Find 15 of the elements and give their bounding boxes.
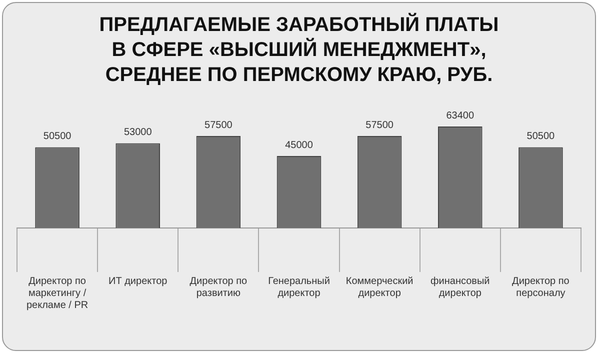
x-tick-label: ИТ директор bbox=[108, 276, 168, 287]
data-label: 53000 bbox=[124, 126, 152, 138]
x-tick-label: Директор по персоналу bbox=[512, 276, 570, 299]
x-tick-label: Коммерческий директор bbox=[346, 276, 414, 299]
chart-title: ПРЕДЛАГАЕМЫЕ ЗАРАБОТНЫЙ ПЛАТЫ В СФЕРЕ «ВЫСШИЙ МЕНЕДЖМЕНТ», СРЕДНЕЕ ПО ПЕРМСКОМУ КРАЮ, РУБ. bbox=[99, 12, 499, 86]
x-tick-label: Директор по маркетингу / рекламе / PR bbox=[26, 276, 88, 311]
data-label: 63400 bbox=[446, 110, 474, 122]
data-label: 50500 bbox=[43, 130, 72, 142]
x-tick-label: Директор по развитию bbox=[190, 276, 248, 299]
data-label: 57500 bbox=[204, 120, 233, 131]
data-label: 50500 bbox=[526, 130, 556, 142]
x-tick-label: Генеральный директор bbox=[268, 276, 330, 299]
data-label: 45000 bbox=[285, 140, 314, 151]
x-tick-label: финансовый директор bbox=[430, 276, 490, 299]
data-label: 57500 bbox=[366, 120, 394, 131]
